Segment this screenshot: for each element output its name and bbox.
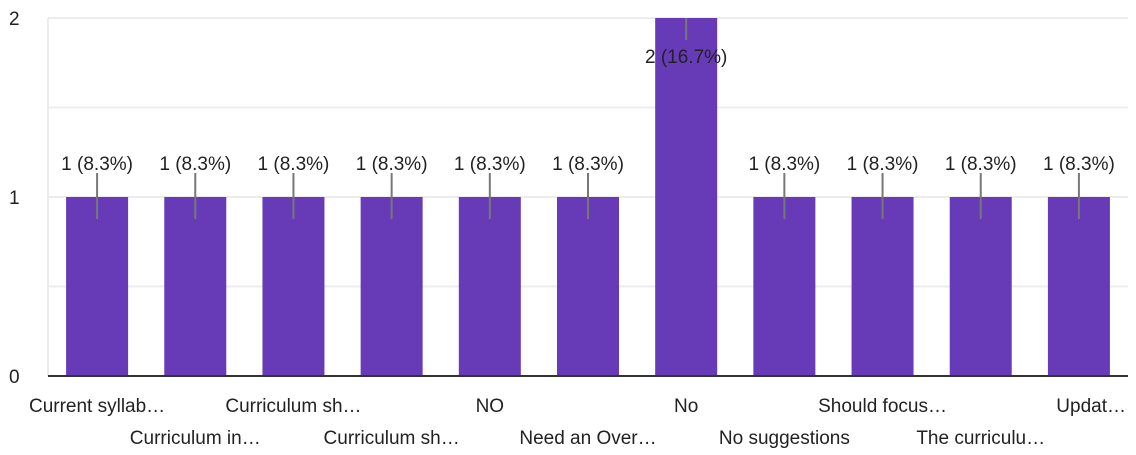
x-category-label: No suggestions — [719, 428, 850, 449]
bar[interactable] — [164, 197, 227, 376]
data-label: 1 (8.3%) — [847, 154, 919, 175]
bar[interactable] — [753, 197, 816, 376]
data-label: 1 (8.3%) — [1043, 154, 1115, 175]
bar[interactable] — [360, 197, 423, 376]
data-label: 1 (8.3%) — [454, 154, 526, 175]
bar[interactable] — [655, 18, 718, 376]
y-tick-label: 0 — [9, 367, 20, 388]
data-label: 1 (8.3%) — [748, 154, 820, 175]
x-category-label: The curriculu… — [916, 428, 1045, 449]
y-tick-label: 2 — [9, 9, 20, 30]
data-label: 1 (8.3%) — [356, 154, 428, 175]
bar[interactable] — [1047, 197, 1110, 376]
bar[interactable] — [66, 197, 129, 376]
y-tick-label: 1 — [9, 188, 20, 209]
x-category-label: Current syllab… — [29, 396, 165, 417]
x-category-label: Need an Over… — [519, 428, 656, 449]
x-category-label: Should focus… — [818, 396, 947, 417]
data-label: 1 (8.3%) — [552, 154, 624, 175]
bar[interactable] — [557, 197, 619, 376]
y-axis-tick-labels: 0 1 2 — [9, 9, 20, 388]
x-category-label: Curriculum sh… — [225, 396, 361, 417]
bar[interactable] — [458, 197, 521, 376]
x-axis-category-labels: Current syllab… Curriculum in… Curriculum … — [29, 396, 1126, 449]
x-category-label: Curriculum in… — [130, 428, 261, 449]
data-label: 2 (16.7%) — [645, 47, 727, 68]
data-label: 1 (8.3%) — [159, 154, 231, 175]
bar[interactable] — [262, 197, 325, 376]
data-labels: 1 (8.3%) 1 (8.3%) 1 (8.3%) 1 (8.3%) 1 (8.3%)… — [61, 18, 1115, 219]
data-label: 1 (8.3%) — [945, 154, 1017, 175]
bars — [66, 18, 1110, 376]
x-category-label: No — [674, 396, 698, 417]
x-category-label: NO — [476, 396, 505, 417]
x-category-label: Curriculum sh… — [324, 428, 460, 449]
bar[interactable] — [851, 197, 914, 376]
data-label: 1 (8.3%) — [61, 154, 133, 175]
bar[interactable] — [949, 197, 1012, 376]
x-category-label: Updat… — [1056, 396, 1126, 417]
data-label: 1 (8.3%) — [258, 154, 330, 175]
